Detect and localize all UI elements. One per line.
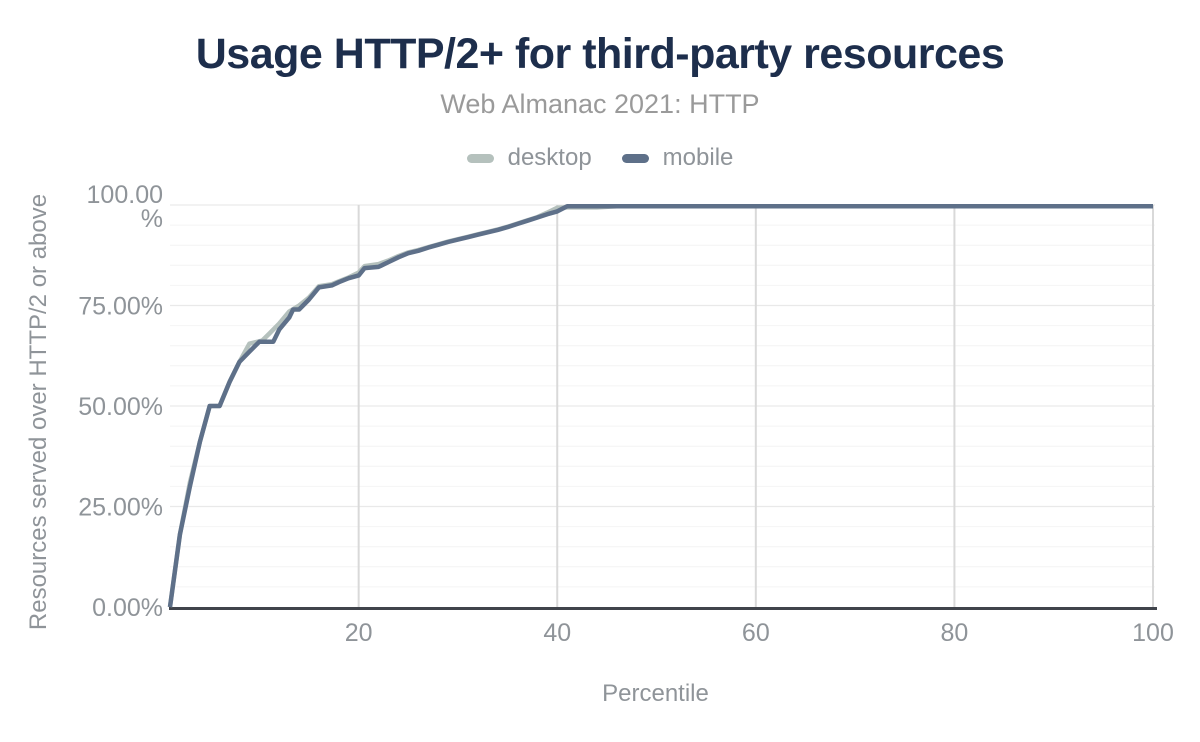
chart-title: Usage HTTP/2+ for third-party resources	[195, 30, 1005, 78]
x-tick-label: 40	[543, 619, 571, 647]
x-tick-label: 100	[1132, 619, 1174, 647]
y-tick-label: 75.00%	[78, 293, 163, 321]
x-tick-label: 60	[742, 619, 770, 647]
y-tick-label: 100.00	[87, 181, 163, 209]
x-tick-label: 20	[345, 619, 373, 647]
legend-label-desktop: desktop	[507, 144, 592, 171]
x-tick-label: 80	[941, 619, 969, 647]
legend-label-mobile: mobile	[662, 144, 734, 171]
x-axis-title: Percentile	[602, 680, 709, 707]
legend-item-mobile: mobile	[621, 144, 734, 172]
y-tick-label: 25.00%	[78, 494, 163, 522]
y-tick-label: %	[141, 205, 163, 233]
chart-subtitle: Web Almanac 2021: HTTP	[440, 89, 760, 119]
chart-legend: desktop mobile	[0, 144, 1200, 172]
mobile-line	[167, 203, 1153, 608]
legend-item-desktop: desktop	[466, 144, 592, 172]
y-tick-label: 50.00%	[78, 393, 163, 421]
desktop-series-swatch-icon	[466, 153, 494, 163]
y-axis-title: Resources served over HTTP/2 or above	[25, 194, 52, 630]
y-tick-label: 0.00%	[92, 594, 163, 622]
mobile-series-swatch-icon	[621, 153, 649, 163]
